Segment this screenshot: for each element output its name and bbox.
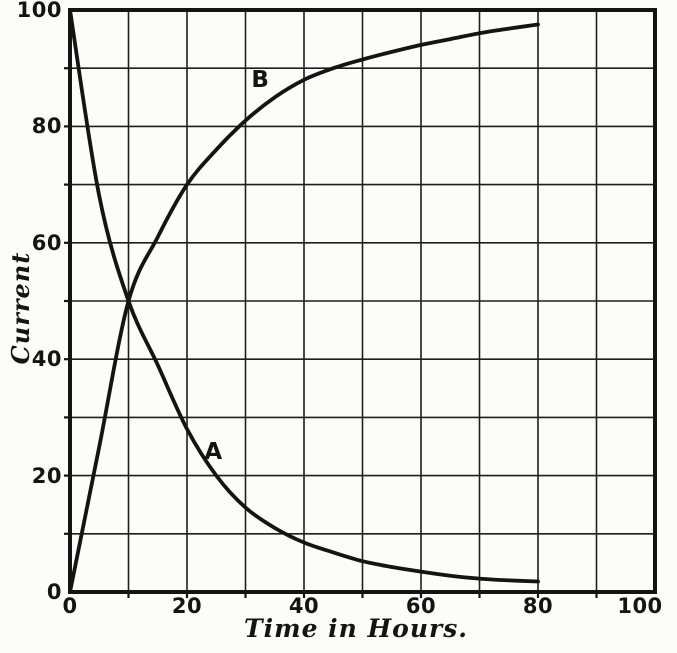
curve-b-label: B: [251, 66, 269, 93]
curve-b: [68, 22, 540, 594]
curve-a-label: A: [204, 439, 223, 466]
x-tick-label-80: 80: [522, 594, 554, 618]
plot-border: [68, 8, 657, 594]
x-axis-label: Time in Hours.: [244, 614, 468, 643]
x-tick-label-40: 40: [288, 594, 320, 618]
y-tick-label-40: 40: [31, 347, 62, 372]
y-tick-label-60: 60: [31, 230, 62, 255]
y-tick-label-80: 80: [31, 114, 62, 139]
x-tick-label-60: 60: [405, 594, 437, 618]
x-tick-label-20: 20: [171, 594, 203, 618]
x-tick-label-0: 0: [62, 594, 78, 618]
y-tick-label-0: 0: [46, 580, 62, 604]
x-tick-label-100: 100: [617, 594, 663, 618]
y-tick-label-100: 100: [16, 0, 62, 22]
y-tick-label-20: 20: [31, 463, 62, 488]
grid-lines: [70, 10, 655, 592]
